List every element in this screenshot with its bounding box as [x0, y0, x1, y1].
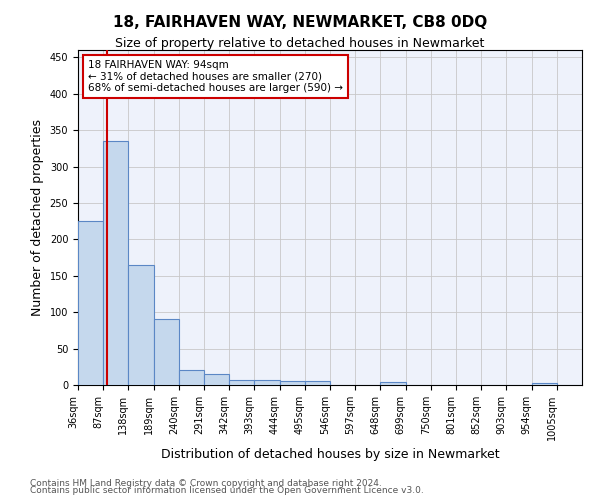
Bar [204, 374, 229, 385]
Bar [78, 221, 103, 385]
Bar [128, 265, 154, 385]
Text: Size of property relative to detached houses in Newmarket: Size of property relative to detached ho… [115, 38, 485, 51]
Bar [532, 383, 557, 385]
Text: 18, FAIRHAVEN WAY, NEWMARKET, CB8 0DQ: 18, FAIRHAVEN WAY, NEWMARKET, CB8 0DQ [113, 15, 487, 30]
Y-axis label: Number of detached properties: Number of detached properties [31, 119, 44, 316]
Bar [305, 382, 330, 385]
Bar [229, 380, 254, 385]
Bar [380, 382, 406, 385]
Text: Contains HM Land Registry data © Crown copyright and database right 2024.: Contains HM Land Registry data © Crown c… [30, 478, 382, 488]
Bar [154, 320, 179, 385]
Bar [103, 141, 128, 385]
X-axis label: Distribution of detached houses by size in Newmarket: Distribution of detached houses by size … [161, 448, 499, 462]
Text: 18 FAIRHAVEN WAY: 94sqm
← 31% of detached houses are smaller (270)
68% of semi-d: 18 FAIRHAVEN WAY: 94sqm ← 31% of detache… [88, 60, 343, 93]
Bar [179, 370, 204, 385]
Text: Contains public sector information licensed under the Open Government Licence v3: Contains public sector information licen… [30, 486, 424, 495]
Bar [280, 382, 305, 385]
Bar [254, 380, 280, 385]
